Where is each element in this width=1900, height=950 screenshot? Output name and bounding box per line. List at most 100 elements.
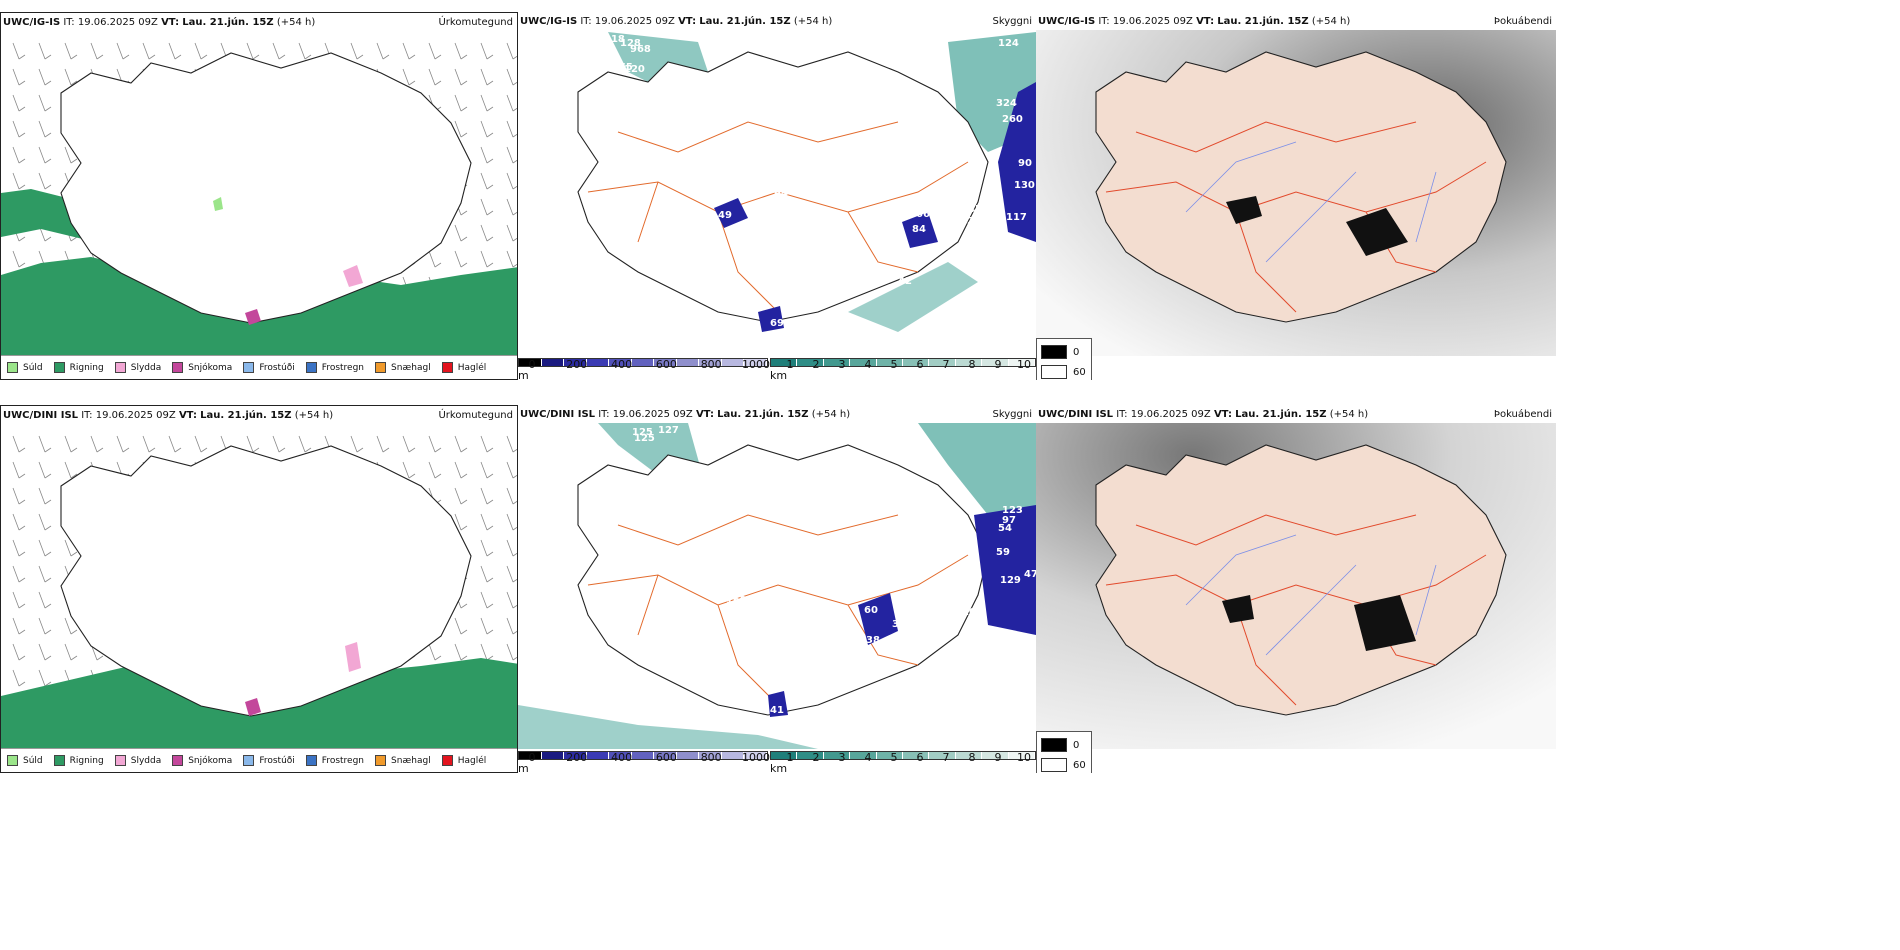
scale-tick: 1 xyxy=(786,358,794,371)
scale-tick: 0 xyxy=(528,358,536,371)
fog-panel-row1: UWC/IG-IS IT: 19.06.2025 09Z VT: Lau. 21… xyxy=(1036,12,1556,380)
wind-barb xyxy=(38,435,52,453)
legend-item-0: Súld xyxy=(7,362,43,373)
wind-barb xyxy=(168,42,182,60)
scale-cell xyxy=(823,752,851,759)
scale-cell xyxy=(654,359,677,366)
wind-barb xyxy=(38,120,52,138)
legend-item-5: Frostregn xyxy=(305,362,364,373)
scale-unit: km xyxy=(770,762,788,773)
wind-barb xyxy=(428,68,442,86)
wind-barb xyxy=(428,42,442,60)
legend-label: Snjókoma xyxy=(188,362,233,373)
wind-barb xyxy=(38,513,52,531)
wind-barb xyxy=(38,94,52,112)
scale-tick: 9 xyxy=(994,358,1002,371)
wind-barb xyxy=(38,669,52,687)
panel-title: UWC/DINI ISL IT: 19.06.2025 09Z VT: Lau.… xyxy=(3,410,334,421)
ceiling-label: 138 xyxy=(770,683,791,694)
scale-tick: 800 xyxy=(700,751,722,764)
wind-barb xyxy=(506,617,517,635)
scale-cell xyxy=(721,359,745,366)
ceiling-label: 260 xyxy=(1002,114,1023,125)
wind-barb xyxy=(480,461,494,479)
scale-tick: 7 xyxy=(942,751,950,764)
visibility-scale: km 1 2 3 4 5 6 7 8 9 10 xyxy=(770,751,1036,773)
ceiling-label: 90 xyxy=(1018,158,1032,169)
wind-barb xyxy=(480,565,494,583)
scale-tick: 200 xyxy=(566,751,588,764)
ceiling-label: 106 xyxy=(962,607,983,618)
road-network xyxy=(587,514,969,706)
scale-cell xyxy=(903,752,930,759)
wind-barb xyxy=(12,669,26,687)
wind-barb xyxy=(64,461,78,479)
legend-label: Rigning xyxy=(69,362,104,373)
panel-title: UWC/IG-IS IT: 19.06.2025 09Z VT: Lau. 21… xyxy=(1038,16,1351,27)
legend-label: Snæhagl xyxy=(391,755,431,766)
scale-tick: 6 xyxy=(916,358,924,371)
wind-barb xyxy=(116,435,130,453)
ceiling-label: 66 xyxy=(916,209,930,220)
scale-cell xyxy=(876,359,904,366)
legend-label: Snæhagl xyxy=(391,362,431,373)
scale-tick: 10 xyxy=(1017,358,1031,371)
legend-swatch xyxy=(53,362,65,373)
scale-cell xyxy=(850,752,877,759)
fog-legend: 0 60 xyxy=(1036,338,1092,380)
scale-tick: 8 xyxy=(968,751,976,764)
scale-cell xyxy=(850,359,877,366)
wind-barb xyxy=(454,513,468,531)
iceland-land xyxy=(1095,51,1507,323)
wind-barb xyxy=(64,539,78,557)
wind-barb xyxy=(12,591,26,609)
legend-swatch xyxy=(243,362,255,373)
wind-barb xyxy=(142,435,156,453)
scale-unit: km xyxy=(770,369,788,380)
scale-cell xyxy=(982,752,1009,759)
wind-barb xyxy=(428,435,442,453)
wind-barb xyxy=(12,461,26,479)
ceiling-label: 129 xyxy=(1000,575,1021,586)
legend-item-0: Súld xyxy=(7,755,43,766)
wind-barb xyxy=(506,539,517,557)
wind-barb xyxy=(480,68,494,86)
ceiling-label: 200 xyxy=(704,473,725,484)
legend-label: Slydda xyxy=(130,755,162,766)
snow-spot xyxy=(245,309,261,325)
wind-barb xyxy=(506,68,517,86)
panel-label: Þokuábendi xyxy=(1493,16,1552,27)
legend-item-6: Snæhagl xyxy=(375,755,431,766)
scale-tick: 400 xyxy=(611,751,633,764)
wind-barb xyxy=(454,435,468,453)
scale-cell xyxy=(699,359,722,366)
legend-swatch xyxy=(114,755,126,766)
wind-barb xyxy=(454,487,468,505)
scale-tick: 2 xyxy=(812,751,820,764)
wind-barb xyxy=(480,172,494,190)
scale-unit: m xyxy=(518,369,529,380)
fog-map xyxy=(1036,423,1556,749)
wind-barb xyxy=(506,461,517,479)
ceiling-label: 54 xyxy=(998,523,1012,534)
scale-tick: 400 xyxy=(611,358,633,371)
wind-barb xyxy=(12,435,26,453)
wind-barb xyxy=(38,461,52,479)
legend-item-4: Frostúði xyxy=(243,362,295,373)
scale-tick: 7 xyxy=(942,358,950,371)
ceiling-label: 124 xyxy=(998,38,1019,49)
ceiling-label: 41 xyxy=(770,705,784,716)
scale-tick: 3 xyxy=(838,751,846,764)
legend-label: Frostúði xyxy=(259,362,295,373)
wind-barb xyxy=(506,643,517,661)
wind-barb xyxy=(454,224,468,242)
scale-cell xyxy=(797,752,824,759)
panel-label: Skyggni xyxy=(992,409,1032,420)
legend-item-3: Snjókoma xyxy=(172,362,232,373)
visibility-map: 1271251251239754591294710616960383841138… xyxy=(518,423,1036,749)
scale-tick: 1000 xyxy=(742,751,770,764)
wind-barb xyxy=(12,643,26,661)
ceiling-label: 169 xyxy=(726,595,747,606)
